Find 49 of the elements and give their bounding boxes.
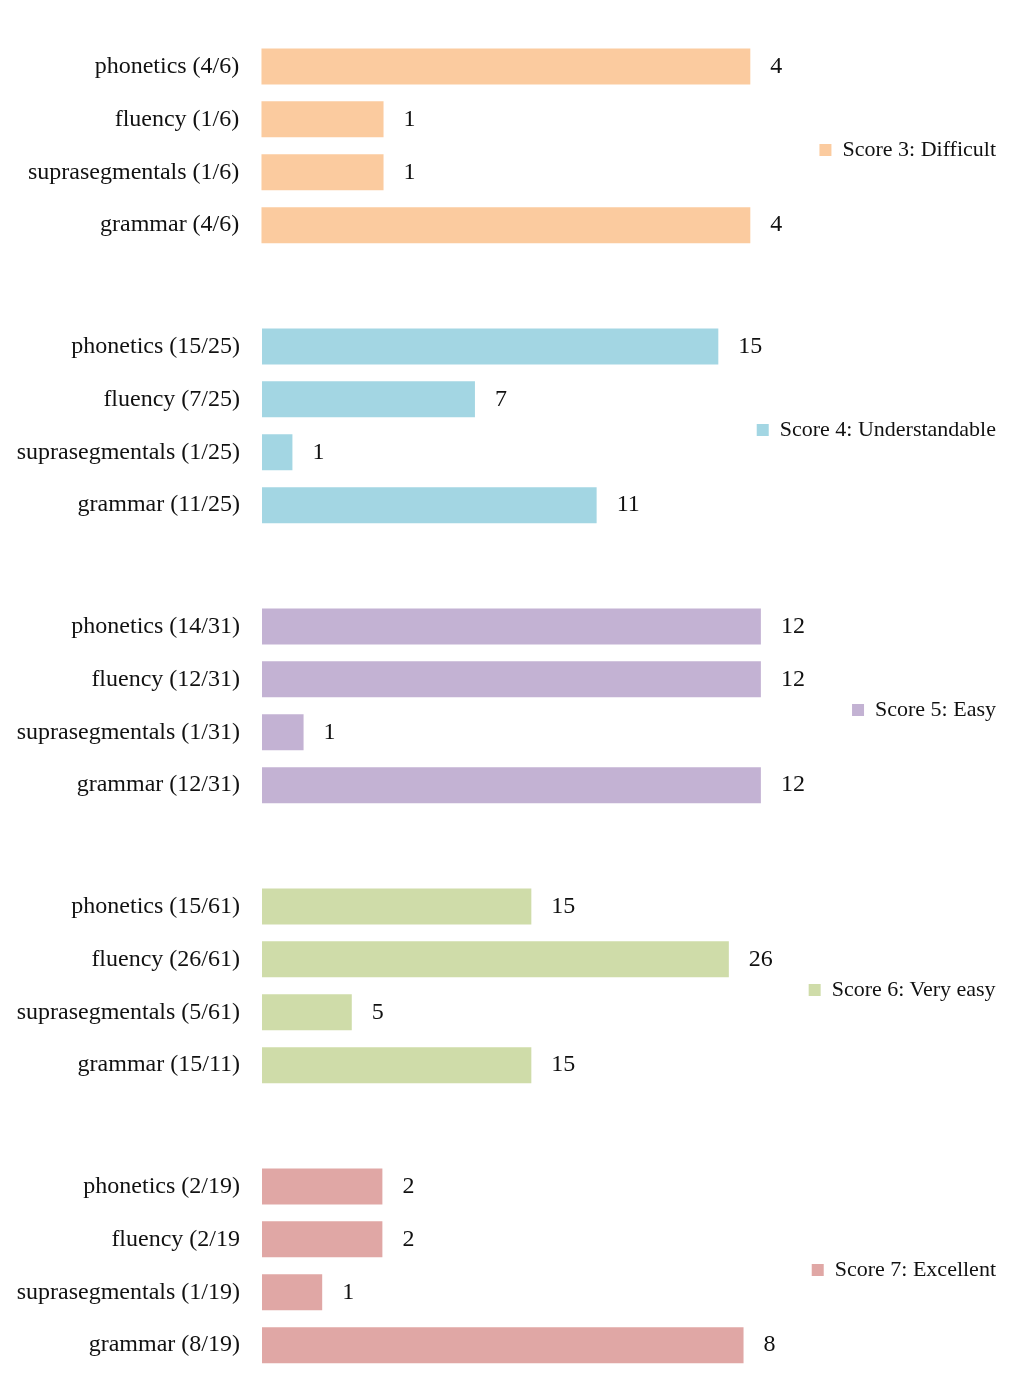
y-tick-label: fluency (12/31) [91, 664, 240, 691]
data-label: 4 [770, 210, 783, 237]
bar [262, 381, 475, 418]
y-tick-label: grammar (12/31) [76, 770, 240, 797]
y-tick-label: phonetics (2/19) [83, 1171, 240, 1198]
bar [262, 328, 719, 365]
y-tick-label: suprasegmentals (1/31) [16, 717, 240, 744]
data-label: 2 [402, 1171, 415, 1198]
data-label: 15 [551, 1050, 576, 1077]
data-label: 15 [738, 331, 763, 358]
data-label: 12 [780, 611, 805, 638]
y-tick-label: suprasegmentals (5/61) [16, 997, 240, 1024]
y-tick-label: phonetics (14/31) [71, 611, 240, 638]
data-label: 1 [403, 104, 416, 131]
y-tick-label: suprasegmentals (1/25) [16, 437, 240, 464]
y-tick-label: fluency (1/6) [114, 104, 240, 131]
y-tick-label: suprasegmentals (1/19) [16, 1277, 240, 1304]
y-tick-label: phonetics (4/6) [94, 51, 240, 78]
y-tick-label: phonetics (15/25) [71, 331, 240, 358]
y-tick-label: grammar (8/19) [88, 1330, 240, 1357]
y-tick-label: fluency (7/25) [103, 384, 240, 411]
data-label: 26 [748, 944, 773, 971]
legend-label: Score 6: Very easy [831, 975, 996, 1001]
data-label: 1 [342, 1277, 355, 1304]
y-tick-label: fluency (2/19 [111, 1224, 240, 1251]
data-label: 1 [312, 437, 325, 464]
y-tick-label: suprasegmentals (1/6) [28, 157, 240, 184]
bar [262, 434, 293, 471]
y-tick-label: grammar (15/11) [77, 1050, 240, 1077]
y-tick-label: phonetics (15/61) [71, 891, 240, 918]
y-tick-label: grammar (11/25) [77, 490, 240, 517]
data-label: 11 [616, 490, 640, 517]
data-label: 12 [780, 770, 805, 797]
data-label: 4 [770, 51, 783, 78]
data-label: 12 [780, 664, 805, 691]
data-label: 2 [402, 1224, 415, 1251]
y-tick-label: grammar (4/6) [100, 210, 240, 237]
data-label: 1 [403, 157, 416, 184]
legend-label: Score 4: Understandable [779, 415, 996, 441]
data-label: 8 [763, 1330, 776, 1357]
data-label: 1 [323, 717, 336, 744]
legend-label: Score 7: Excellent [834, 1255, 997, 1281]
data-label: 5 [371, 997, 384, 1024]
y-tick-label: fluency (26/61) [91, 944, 240, 971]
data-label: 15 [551, 891, 576, 918]
legend-label: Score 3: Difficult [842, 135, 996, 161]
legend-label: Score 5: Easy [875, 695, 996, 721]
data-label: 7 [494, 384, 507, 411]
bar [262, 487, 597, 524]
